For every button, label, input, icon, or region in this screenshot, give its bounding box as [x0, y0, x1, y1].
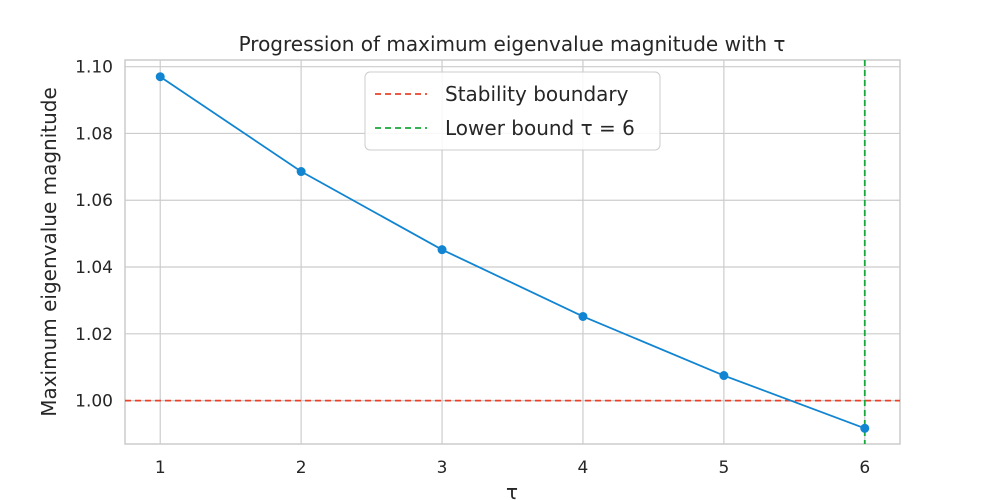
x-tick-label: 6 [859, 458, 870, 478]
y-tick-label: 1.08 [75, 124, 113, 144]
data-point [719, 371, 729, 381]
data-point [296, 167, 306, 177]
y-tick-label: 1.04 [75, 258, 113, 278]
x-axis-label: τ [506, 480, 518, 500]
x-tick-label: 1 [155, 458, 166, 478]
legend: Stability boundary Lower bound τ = 6 [364, 71, 661, 151]
chart-title: Progression of maximum eigenvalue magnit… [239, 32, 786, 56]
y-tick-label: 1.02 [75, 325, 113, 345]
y-axis: 1.00 1.02 1.04 1.06 1.08 1.10 [75, 58, 113, 412]
x-axis: 1 2 3 4 5 6 [155, 458, 870, 478]
data-point [860, 423, 870, 433]
reference-lines [125, 60, 900, 444]
x-tick-label: 4 [578, 458, 589, 478]
x-tick-label: 3 [437, 458, 448, 478]
x-tick-label: 5 [718, 458, 729, 478]
series-layer [155, 72, 870, 433]
legend-label-stability-boundary: Stability boundary [445, 82, 629, 106]
y-tick-label: 1.10 [75, 58, 113, 78]
y-axis-label: Maximum eigenvalue magnitude [37, 87, 61, 417]
y-tick-label: 1.00 [75, 392, 113, 412]
series-line [159, 75, 866, 430]
legend-box [364, 71, 661, 151]
data-point [578, 311, 588, 321]
x-tick-label: 2 [296, 458, 307, 478]
data-point [155, 72, 165, 82]
legend-label-lower-bound: Lower bound τ = 6 [445, 116, 635, 140]
data-point [437, 245, 447, 255]
plot-frame [124, 59, 901, 445]
y-tick-label: 1.06 [75, 191, 113, 211]
